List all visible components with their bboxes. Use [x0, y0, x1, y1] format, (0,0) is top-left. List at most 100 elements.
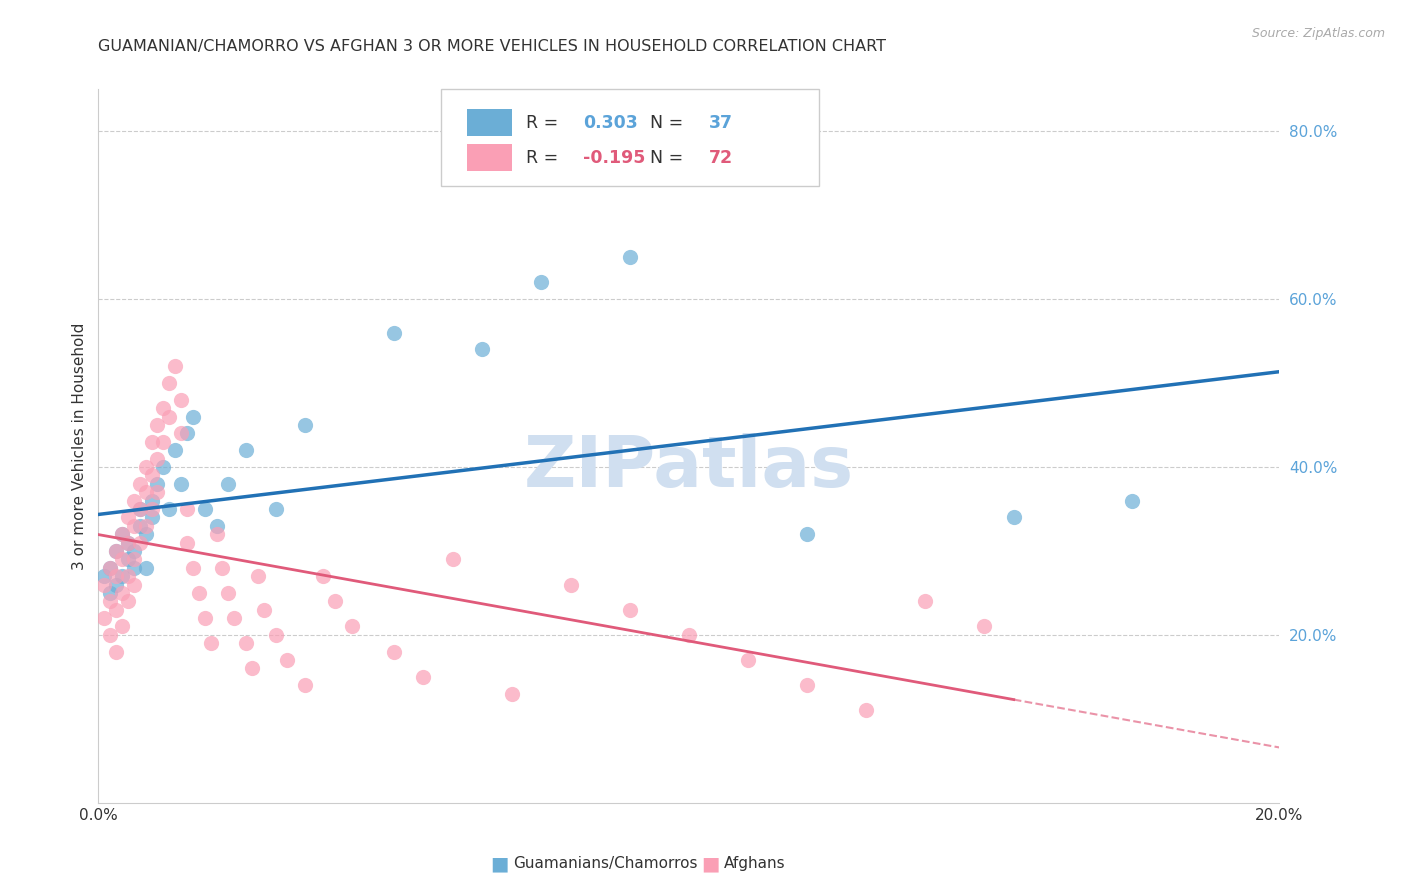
Point — [93, 569, 115, 583]
Point — [122, 493, 145, 508]
Point — [105, 577, 128, 591]
Point — [264, 502, 287, 516]
Point — [146, 417, 169, 432]
Point — [205, 518, 228, 533]
Point — [170, 426, 193, 441]
Point — [105, 544, 128, 558]
Point — [128, 502, 150, 516]
Point — [141, 434, 163, 449]
Point — [246, 569, 269, 583]
Point — [117, 535, 139, 549]
Point — [253, 603, 276, 617]
Point — [441, 552, 464, 566]
Point — [194, 611, 217, 625]
Point — [619, 603, 641, 617]
Point — [98, 628, 121, 642]
Point — [619, 250, 641, 264]
Point — [105, 603, 128, 617]
Point — [157, 376, 180, 390]
Point — [294, 678, 316, 692]
Point — [135, 460, 157, 475]
Point — [264, 628, 287, 642]
Point — [181, 409, 204, 424]
Point — [98, 560, 121, 574]
Point — [146, 451, 169, 466]
Point — [796, 527, 818, 541]
Point — [135, 560, 157, 574]
Point — [122, 560, 145, 574]
Point — [342, 619, 364, 633]
Point — [165, 443, 187, 458]
Point — [200, 636, 222, 650]
Point — [165, 359, 187, 374]
Point — [187, 586, 209, 600]
Point — [141, 510, 163, 524]
Text: N =: N = — [650, 113, 689, 132]
Point — [157, 409, 180, 424]
Text: N =: N = — [650, 149, 689, 167]
Point — [217, 476, 239, 491]
Point — [111, 619, 134, 633]
Point — [141, 493, 163, 508]
Point — [240, 661, 263, 675]
Point — [117, 594, 139, 608]
Point — [122, 518, 145, 533]
Point — [276, 653, 298, 667]
Point — [176, 535, 198, 549]
Point — [176, 426, 198, 441]
Text: 72: 72 — [709, 149, 733, 167]
Point — [117, 535, 139, 549]
Point — [111, 527, 134, 541]
Text: Source: ZipAtlas.com: Source: ZipAtlas.com — [1251, 27, 1385, 40]
Point — [170, 392, 193, 407]
Point — [560, 577, 582, 591]
Point — [128, 518, 150, 533]
Point — [382, 326, 405, 340]
Point — [128, 535, 150, 549]
Point — [1121, 493, 1143, 508]
FancyBboxPatch shape — [467, 109, 512, 136]
Point — [135, 527, 157, 541]
Point — [152, 401, 174, 416]
Text: Guamanians/Chamorros: Guamanians/Chamorros — [513, 856, 697, 871]
Point — [205, 527, 228, 541]
Point — [530, 275, 553, 289]
Point — [111, 527, 134, 541]
Point — [141, 502, 163, 516]
Point — [914, 594, 936, 608]
Point — [98, 594, 121, 608]
Point — [157, 502, 180, 516]
Point — [111, 586, 134, 600]
Point — [294, 417, 316, 432]
Text: ■: ■ — [700, 854, 720, 873]
Point — [170, 476, 193, 491]
Point — [128, 502, 150, 516]
Text: R =: R = — [526, 149, 564, 167]
Point — [235, 443, 257, 458]
Point — [111, 552, 134, 566]
Point — [235, 636, 257, 650]
Text: Afghans: Afghans — [724, 856, 786, 871]
Point — [105, 544, 128, 558]
Text: 37: 37 — [709, 113, 733, 132]
Point — [194, 502, 217, 516]
Point — [501, 687, 523, 701]
Point — [122, 577, 145, 591]
Point — [973, 619, 995, 633]
Point — [382, 645, 405, 659]
Point — [217, 586, 239, 600]
Point — [128, 476, 150, 491]
Point — [122, 552, 145, 566]
Point — [141, 468, 163, 483]
Point — [176, 502, 198, 516]
Point — [471, 343, 494, 357]
Point — [146, 476, 169, 491]
FancyBboxPatch shape — [441, 89, 818, 186]
Point — [105, 645, 128, 659]
Point — [98, 560, 121, 574]
Point — [181, 560, 204, 574]
Point — [105, 569, 128, 583]
Point — [412, 670, 434, 684]
Point — [211, 560, 233, 574]
Point — [117, 510, 139, 524]
